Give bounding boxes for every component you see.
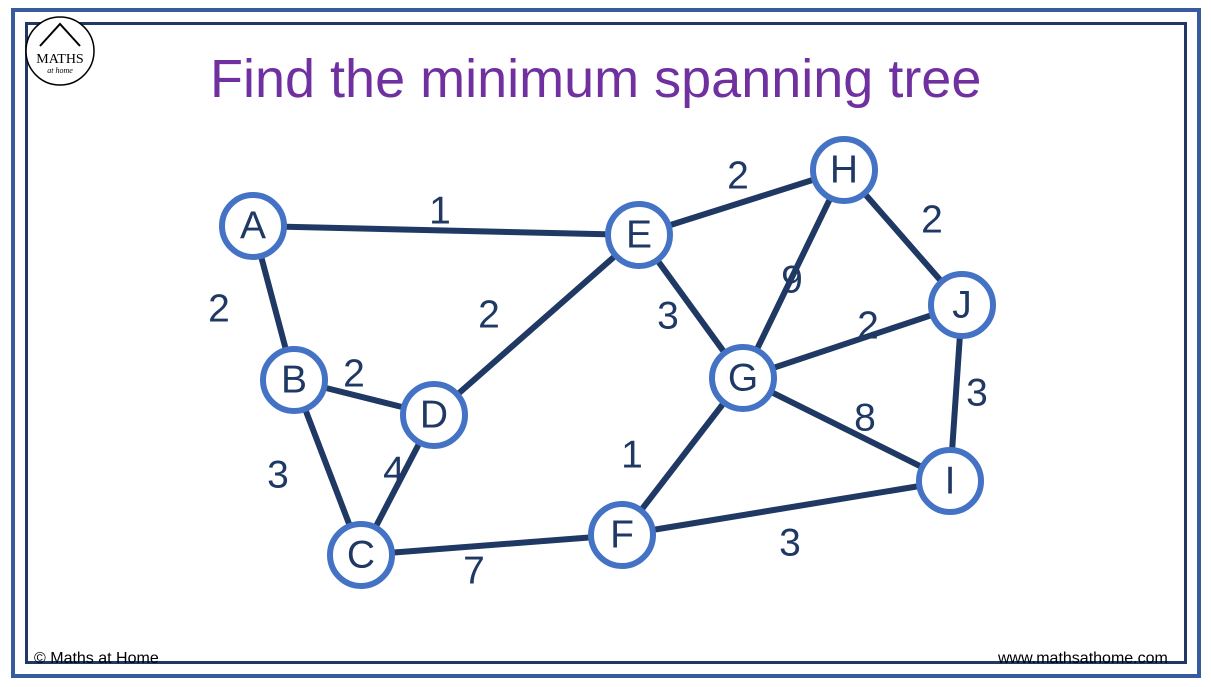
edge-weight-E-G: 3	[657, 294, 679, 337]
edge-weight-B-C: 3	[267, 453, 289, 496]
edge-weight-C-F: 7	[463, 549, 485, 592]
edge-G-I	[773, 393, 921, 467]
node-C: C	[330, 524, 392, 586]
node-label-E: E	[626, 213, 652, 256]
edge-weight-I-J: 3	[966, 371, 988, 414]
node-label-J: J	[952, 283, 972, 326]
node-label-C: C	[347, 533, 375, 576]
node-F: F	[591, 504, 653, 566]
footer-copyright: © Maths at Home	[34, 650, 159, 668]
edge-A-B	[261, 258, 285, 348]
node-B: B	[263, 349, 325, 411]
edge-weight-A-B: 2	[208, 287, 230, 330]
edge-weight-D-E: 2	[478, 293, 500, 336]
node-label-I: I	[945, 459, 956, 502]
edge-weight-G-H: 9	[781, 258, 803, 301]
edge-G-J	[774, 315, 930, 367]
node-label-B: B	[281, 358, 307, 401]
footer-url: www.mathsathome.com	[998, 650, 1168, 668]
node-label-A: A	[240, 204, 266, 247]
edge-weight-F-G: 1	[621, 433, 643, 476]
edge-weight-C-D: 4	[383, 449, 405, 492]
node-label-H: H	[830, 148, 858, 191]
node-H: H	[813, 139, 875, 201]
node-I: I	[919, 450, 981, 512]
node-label-F: F	[610, 513, 634, 556]
node-A: A	[222, 195, 284, 257]
edge-C-F	[394, 538, 589, 553]
node-E: E	[608, 204, 670, 266]
node-D: D	[403, 384, 465, 446]
edge-weight-G-J: 2	[857, 304, 879, 347]
edge-weight-A-E: 1	[429, 189, 451, 232]
node-label-D: D	[420, 393, 448, 436]
graph-diagram: 1 2 2 3 4 7 2 2 3 1 3 9 2 8 2 3 A B C D E F G H I J	[0, 0, 1211, 687]
node-J: J	[931, 274, 993, 336]
edge-weight-B-D: 2	[343, 352, 365, 395]
node-G: G	[712, 347, 774, 409]
edge-weight-G-I: 8	[854, 396, 876, 439]
edge-weight-F-I: 3	[779, 521, 801, 564]
edge-weight-H-J: 2	[921, 198, 943, 241]
edge-B-C	[306, 411, 349, 524]
edge-F-G	[642, 404, 723, 509]
node-label-G: G	[728, 356, 758, 399]
edge-I-J	[952, 338, 960, 448]
edge-weight-E-H: 2	[727, 154, 749, 197]
